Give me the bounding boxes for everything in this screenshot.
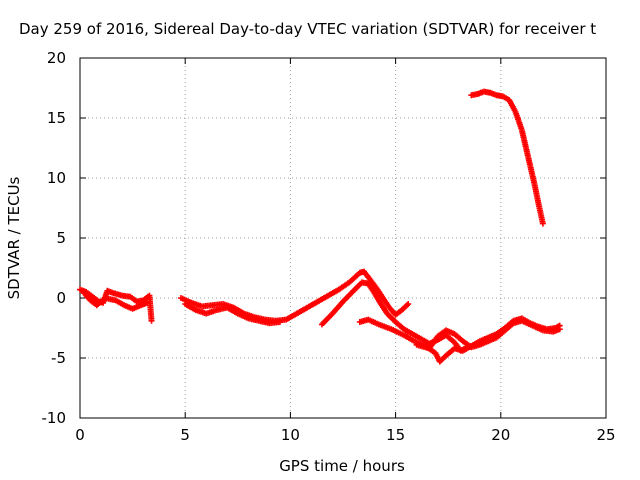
- series-5: [318, 279, 471, 354]
- plot-frame: [79, 57, 607, 419]
- chart-title: Day 259 of 2016, Sidereal Day-to-day VTE…: [19, 20, 596, 38]
- series-2: [81, 290, 151, 312]
- x-tick-label: 10: [281, 426, 300, 444]
- data-point: [539, 220, 546, 227]
- y-tick-label: 15: [47, 109, 66, 127]
- y-tick-label: 5: [56, 229, 66, 247]
- y-axis-label: SDTVAR / TECUs: [5, 176, 23, 299]
- tick-layer: 0 5 10 15 20 25 -10 -5 0 5 10 15 20: [42, 49, 616, 444]
- y-tick-label: -5: [51, 349, 66, 367]
- series-4: [182, 301, 283, 327]
- series-1: [77, 286, 155, 324]
- grid-layer: [80, 58, 606, 418]
- y-tick-label: 20: [47, 49, 66, 67]
- series-8: [468, 88, 546, 227]
- data-point: [556, 326, 563, 333]
- x-tick-label: 0: [75, 426, 85, 444]
- x-tick-label: 20: [491, 426, 510, 444]
- data-point: [276, 319, 283, 325]
- x-tick-label: 5: [180, 426, 190, 444]
- y-tick-label: -10: [42, 409, 67, 427]
- data-layer: [77, 88, 563, 365]
- data-point: [405, 301, 412, 307]
- x-axis-label: GPS time / hours: [279, 457, 405, 475]
- data-point: [148, 317, 155, 324]
- x-tick-label: 25: [596, 426, 615, 444]
- x-tick-label: 15: [386, 426, 405, 444]
- y-tick-label: 10: [47, 169, 66, 187]
- series-7: [413, 317, 563, 352]
- y-tick-label: 0: [56, 289, 66, 307]
- data-point: [144, 299, 151, 306]
